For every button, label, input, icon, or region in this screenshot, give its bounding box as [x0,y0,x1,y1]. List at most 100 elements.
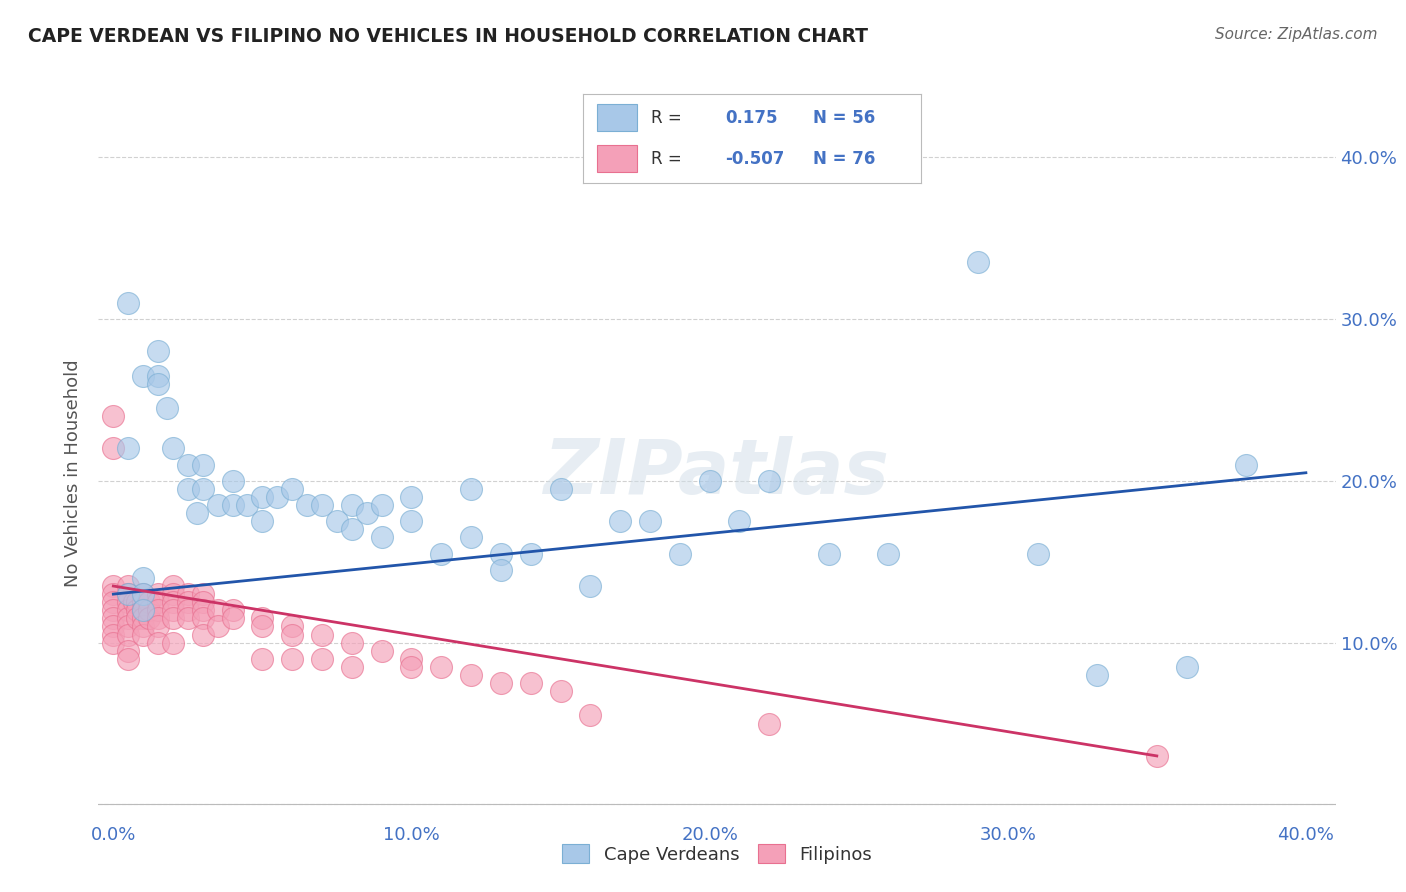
Point [127,611,149,625]
Point [191,603,214,617]
Point [252,490,274,504]
Point [221,611,243,625]
Point [221,603,243,617]
Point [281,619,304,633]
Point [117,296,139,310]
Text: N = 76: N = 76 [813,150,876,168]
Point [191,595,214,609]
Point [122,595,145,609]
Point [758,474,780,488]
Point [162,635,184,649]
Point [252,652,274,666]
Point [1146,748,1168,763]
Point [177,603,200,617]
Point [138,595,160,609]
Point [430,547,453,561]
Point [117,627,139,641]
Point [252,611,274,625]
Point [132,627,155,641]
Point [117,587,139,601]
Point [103,579,125,593]
Point [460,531,482,545]
Text: 0.175: 0.175 [725,109,778,127]
Text: N = 56: N = 56 [813,109,875,127]
Point [430,660,453,674]
Point [117,603,139,617]
Point [236,498,259,512]
Point [191,458,214,472]
Point [252,514,274,528]
Point [356,506,378,520]
Point [103,595,125,609]
Point [132,587,155,601]
Point [103,409,125,424]
Point [177,595,200,609]
Point [311,627,333,641]
Point [401,652,423,666]
Point [281,627,304,641]
Point [132,571,155,585]
Point [146,376,169,391]
Point [311,498,333,512]
Point [127,603,149,617]
Point [550,482,572,496]
Point [127,595,149,609]
Point [117,619,139,633]
Point [146,619,169,633]
Legend: Cape Verdeans, Filipinos: Cape Verdeans, Filipinos [555,837,879,871]
Point [728,514,751,528]
Point [519,676,541,690]
Point [177,611,200,625]
Point [207,619,229,633]
Point [370,498,392,512]
Point [117,611,139,625]
Point [103,587,125,601]
Point [489,547,512,561]
Point [609,514,631,528]
Point [162,595,184,609]
Point [191,482,214,496]
Text: Source: ZipAtlas.com: Source: ZipAtlas.com [1215,27,1378,42]
Point [295,498,318,512]
Point [207,498,229,512]
Point [207,603,229,617]
Point [177,587,200,601]
FancyBboxPatch shape [598,104,637,131]
Point [117,652,139,666]
Point [103,619,125,633]
Point [579,708,602,723]
Text: R =: R = [651,109,682,127]
Point [550,684,572,698]
Point [401,514,423,528]
Point [162,442,184,456]
Text: ZIPatlas: ZIPatlas [544,436,890,509]
Point [1234,458,1257,472]
Point [370,644,392,658]
Point [340,498,363,512]
Point [146,611,169,625]
FancyBboxPatch shape [598,145,637,172]
Point [146,344,169,359]
Point [1085,668,1108,682]
Point [138,603,160,617]
Point [132,619,155,633]
Point [132,587,155,601]
Point [117,587,139,601]
Point [460,668,482,682]
Point [266,490,288,504]
Point [340,522,363,536]
Point [281,652,304,666]
Point [699,474,721,488]
Point [103,603,125,617]
Point [132,603,155,617]
Point [117,644,139,658]
Point [877,547,900,561]
Point [146,635,169,649]
Point [146,587,169,601]
Point [489,676,512,690]
Point [191,627,214,641]
Point [191,611,214,625]
Point [103,611,125,625]
Point [967,255,990,269]
Point [340,635,363,649]
